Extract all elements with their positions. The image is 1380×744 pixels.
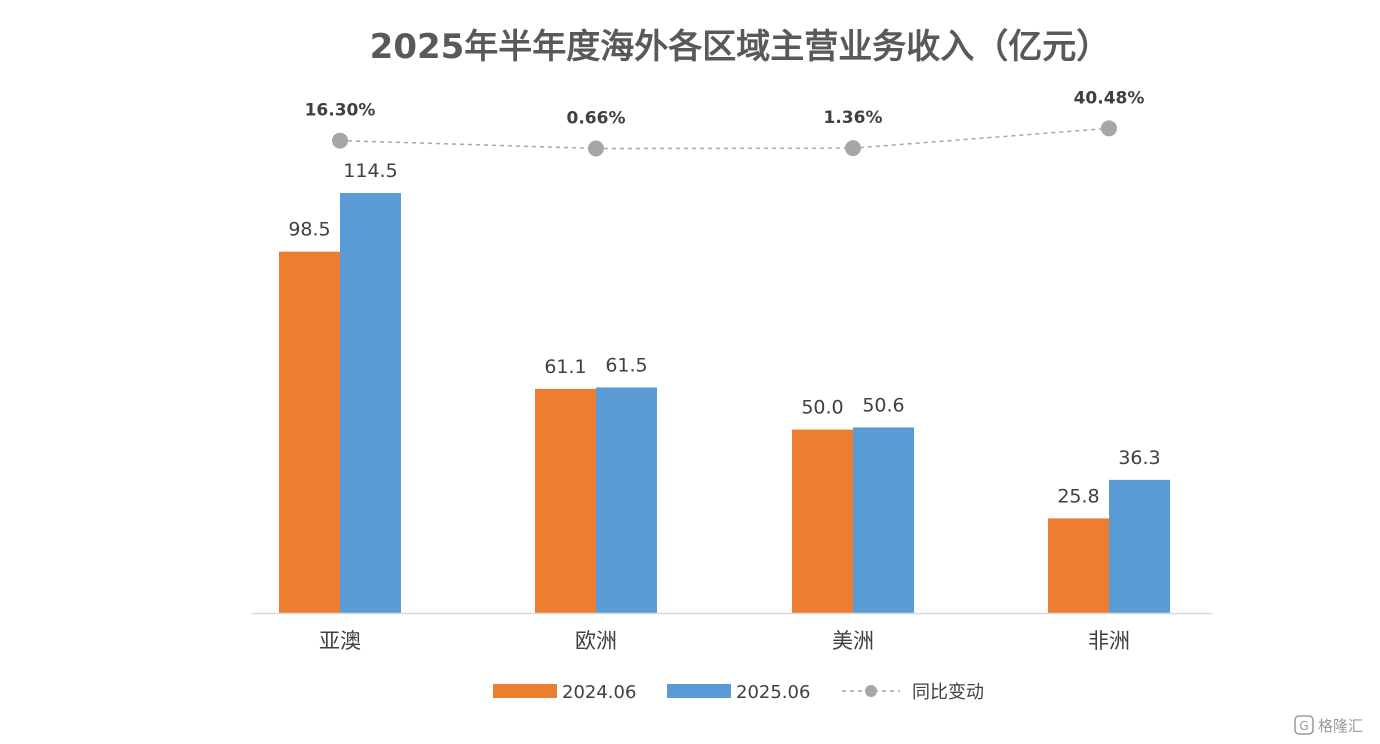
bar-2025-06-1 xyxy=(596,387,657,613)
bar-2024-06-1 xyxy=(535,388,596,613)
watermark: G 格隆汇 xyxy=(1294,715,1363,735)
legend: 2024.06 2025.06 同比变动 xyxy=(493,682,984,703)
legend-label-2025: 2025.06 xyxy=(736,682,810,703)
svg-text:G: G xyxy=(1299,719,1308,733)
data-label-2025-06-0: 114.5 xyxy=(343,160,397,182)
yoy-point-0 xyxy=(332,132,348,149)
data-label-2024-06-0: 98.5 xyxy=(288,219,330,241)
category-label-2: 美洲 xyxy=(832,629,874,653)
bar-2024-06-3 xyxy=(1048,518,1109,613)
chart-title: 2025年半年度海外各区域主营业务收入（亿元） xyxy=(370,27,1111,67)
category-label-1: 欧洲 xyxy=(575,629,617,653)
yoy-point-3 xyxy=(1101,120,1117,137)
data-label-2024-06-1: 61.1 xyxy=(544,356,586,378)
legend-line-marker xyxy=(865,685,877,697)
data-label-2024-06-3: 25.8 xyxy=(1057,485,1099,507)
legend-swatch-2024 xyxy=(493,684,557,698)
yoy-label-3: 40.48% xyxy=(1074,88,1145,108)
data-label-2025-06-3: 36.3 xyxy=(1118,447,1160,469)
yoy-line-layer: 16.30% 0.66% 1.36% 40.48% xyxy=(305,88,1145,157)
yoy-line xyxy=(339,127,1110,150)
category-labels: 亚澳 欧洲 美洲 非洲 xyxy=(319,629,1130,653)
category-label-3: 非洲 xyxy=(1088,629,1130,653)
bar-2025-06-3 xyxy=(1109,479,1170,613)
data-label-2024-06-2: 50.0 xyxy=(801,397,843,419)
yoy-label-2: 1.36% xyxy=(824,108,883,128)
yoy-label-0: 16.30% xyxy=(305,101,376,121)
bar-2024-06-0 xyxy=(279,251,340,614)
yoy-point-1 xyxy=(588,140,604,157)
yoy-point-2 xyxy=(845,140,861,157)
bars-layer: 98.5 114.5 61.1 61.5 50.0 50.6 25.8 36.3 xyxy=(279,160,1170,614)
legend-swatch-2025 xyxy=(667,684,731,698)
data-label-2025-06-1: 61.5 xyxy=(605,354,647,376)
legend-label-yoy: 同比变动 xyxy=(912,682,984,703)
bar-2024-06-2 xyxy=(792,429,853,613)
gelonghui-logo-icon: G xyxy=(1294,715,1314,735)
bar-2025-06-0 xyxy=(340,193,401,613)
yoy-label-1: 0.66% xyxy=(567,109,626,129)
category-label-0: 亚澳 xyxy=(319,629,361,653)
data-label-2025-06-2: 50.6 xyxy=(862,394,904,416)
watermark-text: 格隆汇 xyxy=(1318,717,1363,735)
legend-label-2024: 2024.06 xyxy=(562,682,636,703)
bar-2025-06-2 xyxy=(853,427,914,613)
